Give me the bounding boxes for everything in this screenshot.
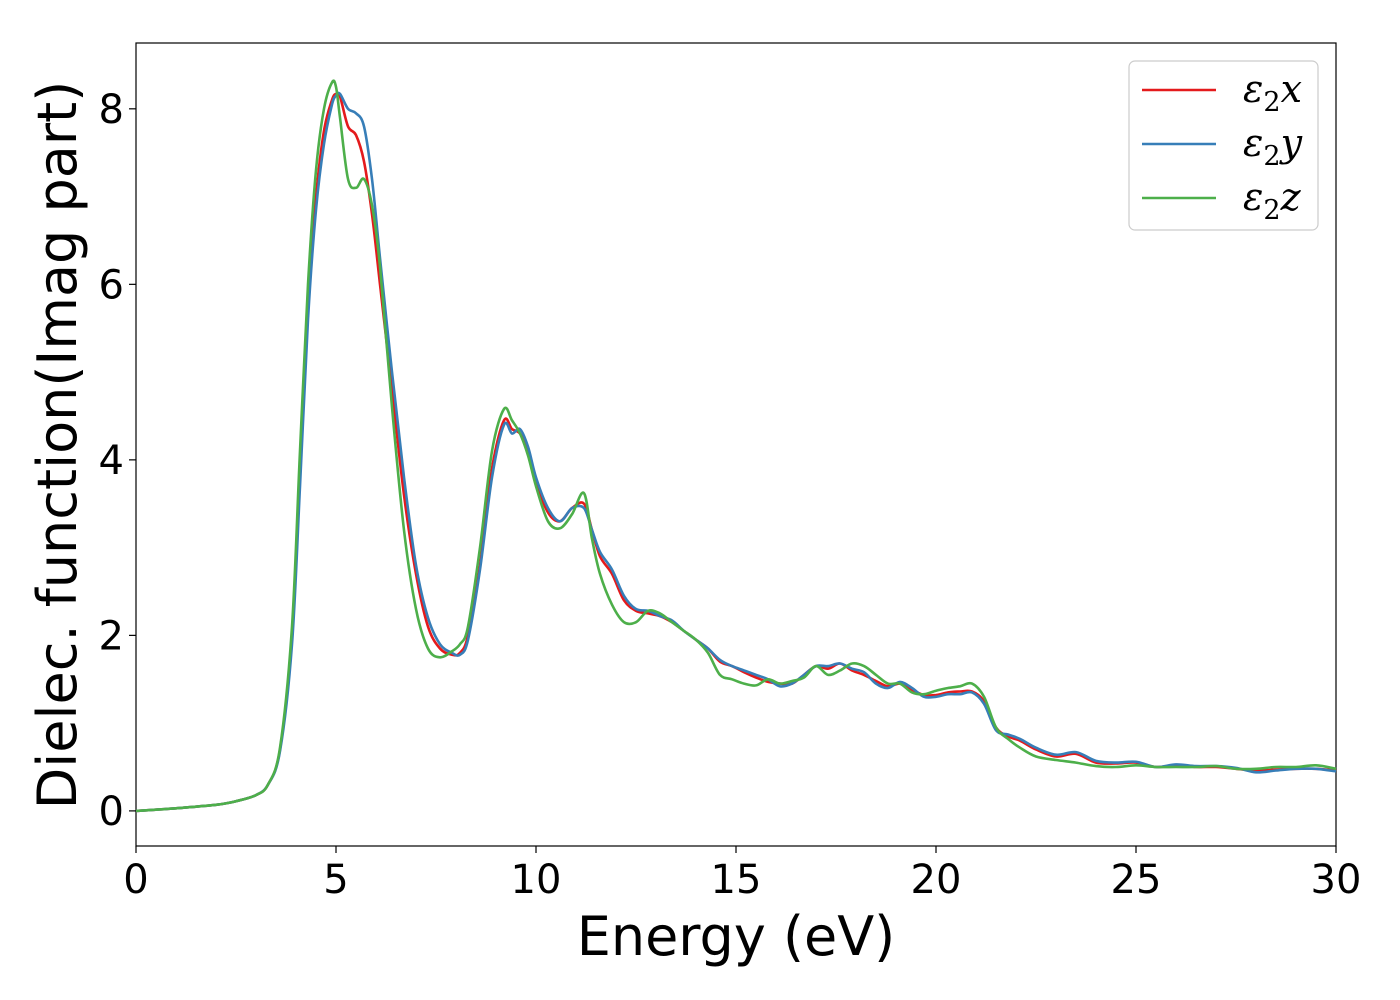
x-tick-label: 0 [123,857,148,903]
legend-label-z: ε2z [1243,175,1302,226]
x-tick-label: 10 [511,857,562,903]
y-axis: 0 2 4 6 8 [99,87,136,835]
y-tick-label: 4 [99,438,124,484]
legend-box [1128,60,1319,231]
x-axis-title: Energy (eV) [577,905,896,968]
x-tick-label: 20 [911,857,962,903]
y-tick-label: 2 [99,613,124,659]
y-tick-label: 0 [99,789,124,835]
x-tick-label: 25 [1111,857,1162,903]
legend-label-x: ε2x [1243,67,1302,118]
x-tick-label: 30 [1311,857,1362,903]
x-tick-label: 5 [323,857,348,903]
x-tick-label: 15 [711,857,762,903]
y-tick-label: 8 [99,87,124,133]
series-layer [135,79,1337,813]
x-axis: 0 5 10 15 20 25 30 [123,846,1361,903]
series-line-z [135,79,1337,813]
y-tick-label: 6 [99,262,124,308]
legend-label-y: ε2y [1243,121,1303,172]
y-axis-title: Dielec. function(Imag part) [26,81,89,810]
series-line-x [135,91,1337,813]
